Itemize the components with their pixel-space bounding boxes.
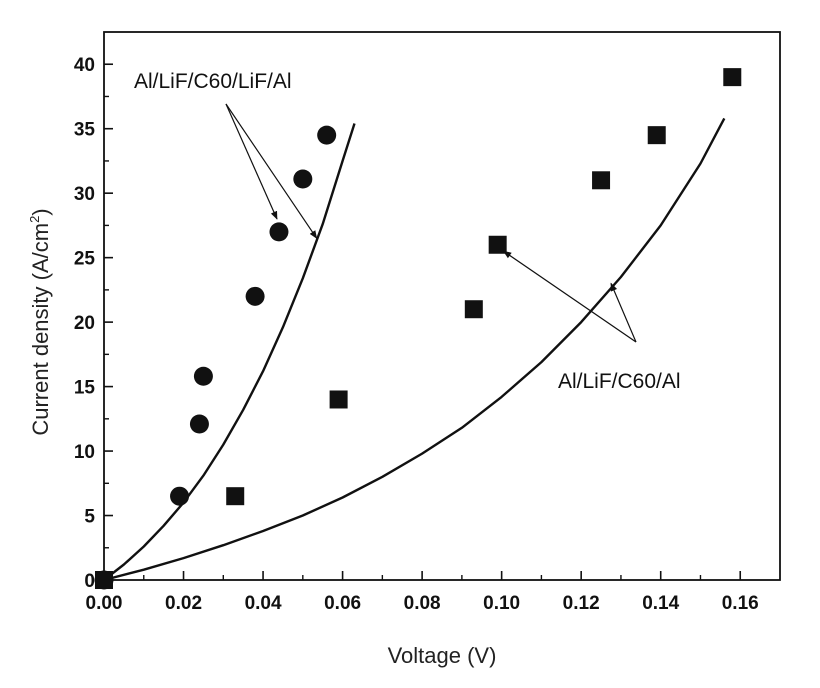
circle-data-point bbox=[189, 414, 209, 434]
annotation-arrow bbox=[225, 103, 278, 220]
annotation-arrow bbox=[502, 250, 637, 343]
y-axis-ticks bbox=[104, 63, 113, 581]
y-axis-label-close: ) bbox=[28, 208, 53, 215]
x-tick-label: 0.08 bbox=[404, 593, 441, 614]
x-tick-label: 0.06 bbox=[324, 593, 361, 614]
y-tick-label: 30 bbox=[74, 184, 95, 205]
data-markers bbox=[94, 68, 742, 590]
annotations: Al/LiF/C60/LiF/Al Al/LiF/C60/Al bbox=[134, 70, 681, 393]
circle-data-point bbox=[317, 125, 337, 145]
y-axis-tick-labels: 0 5 10 15 20 25 30 35 40 bbox=[74, 55, 96, 592]
y-tick-label: 20 bbox=[74, 313, 95, 334]
square-data-point bbox=[488, 235, 507, 254]
x-axis-tick-labels: 0.00 0.02 0.04 0.06 0.08 0.10 0.12 0.14 0.16 bbox=[86, 593, 759, 614]
y-axis-label: Current density (A/cm2) bbox=[27, 208, 53, 435]
fit-curve bbox=[103, 117, 726, 582]
square-data-point bbox=[464, 300, 483, 319]
square-data-point bbox=[329, 390, 348, 409]
x-axis-label: Voltage (V) bbox=[388, 643, 497, 668]
y-tick-label: 35 bbox=[74, 120, 96, 141]
x-tick-label: 0.12 bbox=[563, 593, 600, 614]
y-tick-label: 40 bbox=[74, 55, 95, 76]
x-axis-ticks bbox=[103, 571, 742, 580]
plot-area bbox=[103, 31, 781, 581]
y-tick-label: 15 bbox=[74, 378, 96, 399]
square-data-point bbox=[95, 571, 113, 589]
square-data-point bbox=[647, 126, 666, 145]
circle-data-point bbox=[193, 366, 213, 386]
circle-data-point bbox=[293, 169, 313, 189]
y-tick-label: 5 bbox=[84, 507, 95, 528]
fit-curve bbox=[103, 123, 356, 581]
annotation-arrow bbox=[610, 282, 637, 343]
y-tick-label: 25 bbox=[74, 249, 96, 270]
x-tick-label: 0.14 bbox=[642, 593, 679, 614]
x-tick-label: 0.04 bbox=[245, 593, 282, 614]
annotation-label: Al/LiF/C60/Al bbox=[558, 370, 681, 393]
square-data-point bbox=[723, 68, 742, 87]
circle-data-point bbox=[170, 486, 190, 506]
circle-data-point bbox=[245, 286, 265, 306]
square-data-point bbox=[592, 171, 611, 190]
square-data-point bbox=[226, 487, 245, 506]
annotation-label: Al/LiF/C60/LiF/Al bbox=[134, 70, 292, 93]
circle-data-point bbox=[269, 222, 289, 242]
x-tick-label: 0.02 bbox=[165, 593, 202, 614]
x-tick-label: 0.16 bbox=[722, 593, 759, 614]
y-tick-label: 10 bbox=[74, 442, 95, 463]
y-tick-label: 0 bbox=[84, 571, 95, 592]
annotation-arrow bbox=[225, 103, 318, 239]
y-axis-label-superscript: 2 bbox=[27, 216, 42, 223]
x-tick-label: 0.00 bbox=[86, 593, 123, 614]
x-tick-label: 0.10 bbox=[483, 593, 520, 614]
fit-curves bbox=[103, 117, 726, 582]
y-axis-label-main: Current density (A/cm bbox=[28, 223, 53, 436]
